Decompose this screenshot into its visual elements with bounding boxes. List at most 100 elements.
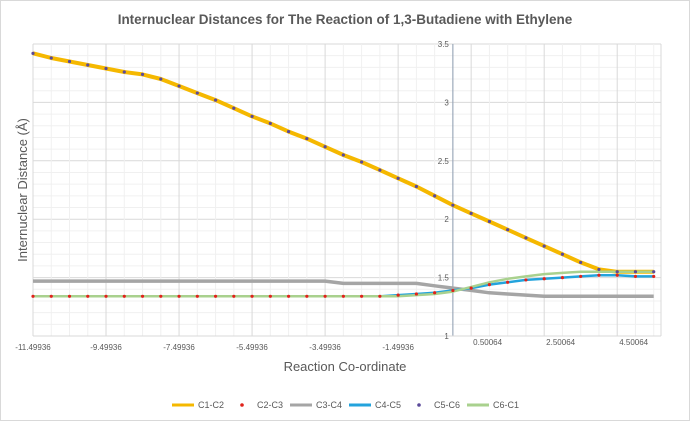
data-point-c2-c3 xyxy=(597,273,601,277)
data-point-c2-c3 xyxy=(31,294,35,298)
legend-label: C4-C5 xyxy=(375,400,401,410)
legend-swatch xyxy=(417,403,421,407)
data-point-c2-c3 xyxy=(323,294,327,298)
chart-title: Internuclear Distances for The Reaction … xyxy=(118,12,573,27)
data-point-c2-c3 xyxy=(104,294,108,298)
x-tick-label: -3.49936 xyxy=(309,343,341,352)
legend-label: C6-C1 xyxy=(493,400,519,410)
data-point-c5-c6 xyxy=(122,70,126,74)
legend-item-c3-c4: C3-C4 xyxy=(290,400,342,410)
data-point-c2-c3 xyxy=(177,294,181,298)
y-axis-label: Internuclear Distance (Å) xyxy=(15,118,30,262)
data-point-c5-c6 xyxy=(433,194,437,198)
data-point-c2-c3 xyxy=(506,280,510,284)
data-point-c5-c6 xyxy=(250,114,254,119)
data-point-c5-c6 xyxy=(49,56,53,60)
data-point-c5-c6 xyxy=(341,153,345,157)
data-point-c2-c3 xyxy=(122,294,126,298)
data-point-c5-c6 xyxy=(560,252,565,256)
data-point-c5-c6 xyxy=(140,72,145,76)
data-point-c2-c3 xyxy=(140,294,145,298)
data-point-c5-c6 xyxy=(86,63,90,67)
y-tick-label: 1 xyxy=(444,332,449,341)
data-point-c5-c6 xyxy=(633,270,638,274)
data-point-c5-c6 xyxy=(652,270,656,274)
legend-label: C2-C3 xyxy=(257,400,283,410)
data-point-c5-c6 xyxy=(31,51,35,55)
data-point-c5-c6 xyxy=(579,260,583,265)
legend-label: C1-C2 xyxy=(198,400,224,410)
data-point-c2-c3 xyxy=(360,294,364,298)
y-tick-label: 2 xyxy=(444,215,449,224)
data-point-c5-c6 xyxy=(305,137,309,141)
legend-label: C3-C4 xyxy=(316,400,342,410)
y-tick-label: 3.5 xyxy=(438,40,450,49)
data-point-c2-c3 xyxy=(396,293,400,297)
x-tick-label: -11.49936 xyxy=(15,343,51,352)
data-point-c5-c6 xyxy=(104,66,108,71)
series-line-c3-c4 xyxy=(33,279,654,299)
data-point-c2-c3 xyxy=(250,294,254,298)
data-point-c2-c3 xyxy=(305,294,309,298)
x-tick-label: -9.49936 xyxy=(90,343,122,352)
data-point-c5-c6 xyxy=(360,160,364,164)
data-point-c5-c6 xyxy=(213,98,218,102)
data-point-c2-c3 xyxy=(652,274,656,279)
data-point-c2-c3 xyxy=(341,294,345,298)
data-point-c5-c6 xyxy=(615,270,619,274)
data-point-c2-c3 xyxy=(451,288,455,293)
data-point-c5-c6 xyxy=(597,267,601,272)
data-point-c2-c3 xyxy=(615,273,619,277)
data-point-c2-c3 xyxy=(286,294,291,298)
legend-item-c5-c6: C5-C6 xyxy=(417,400,460,410)
data-point-c2-c3 xyxy=(469,286,473,290)
data-point-c2-c3 xyxy=(378,294,382,298)
x-tick-label: 2.50064 xyxy=(546,338,575,347)
data-point-c2-c3 xyxy=(195,294,199,298)
data-point-c2-c3 xyxy=(560,276,565,280)
data-point-c5-c6 xyxy=(469,211,473,215)
data-point-c5-c6 xyxy=(177,84,181,88)
data-point-c5-c6 xyxy=(195,91,199,95)
data-point-c5-c6 xyxy=(268,121,272,126)
data-point-c2-c3 xyxy=(579,274,583,279)
x-tick-label: 0.50064 xyxy=(473,338,502,347)
y-tick-label: 3 xyxy=(444,98,449,107)
data-point-c2-c3 xyxy=(524,278,528,282)
data-point-c2-c3 xyxy=(433,291,437,295)
legend-item-c1-c2: C1-C2 xyxy=(172,400,224,410)
x-tick-label: -7.49936 xyxy=(163,343,195,352)
data-point-c5-c6 xyxy=(159,77,163,81)
legend-item-c2-c3: C2-C3 xyxy=(240,400,283,410)
legend-label: C5-C6 xyxy=(434,400,460,410)
x-tick-label: 4.50064 xyxy=(619,338,648,347)
data-point-c2-c3 xyxy=(86,294,90,298)
data-point-c2-c3 xyxy=(232,294,236,298)
x-axis-label: Reaction Co-ordinate xyxy=(284,359,407,374)
data-point-c5-c6 xyxy=(542,244,546,248)
data-point-c5-c6 xyxy=(487,219,492,224)
data-point-c2-c3 xyxy=(213,294,218,298)
data-point-c2-c3 xyxy=(633,274,638,279)
data-point-c2-c3 xyxy=(268,294,272,298)
x-tick-label: -5.49936 xyxy=(236,343,268,352)
legend-swatch xyxy=(240,403,244,407)
y-tick-label: 1.5 xyxy=(438,274,450,283)
data-point-c5-c6 xyxy=(378,168,382,172)
data-point-c2-c3 xyxy=(159,294,163,298)
data-point-c2-c3 xyxy=(49,294,53,298)
legend-item-c4-c5: C4-C5 xyxy=(349,400,401,410)
data-point-c5-c6 xyxy=(414,184,418,189)
y-tick-label: 2.5 xyxy=(438,157,450,166)
data-point-c5-c6 xyxy=(524,236,528,240)
data-point-c2-c3 xyxy=(542,277,546,281)
data-point-c5-c6 xyxy=(232,106,236,110)
data-point-c5-c6 xyxy=(451,203,455,207)
data-point-c5-c6 xyxy=(286,130,291,134)
data-point-c5-c6 xyxy=(323,145,327,149)
data-point-c5-c6 xyxy=(506,228,510,232)
legend-item-c6-c1: C6-C1 xyxy=(467,400,519,410)
data-point-c2-c3 xyxy=(487,283,492,287)
data-point-c5-c6 xyxy=(396,176,400,180)
data-point-c5-c6 xyxy=(67,59,72,64)
